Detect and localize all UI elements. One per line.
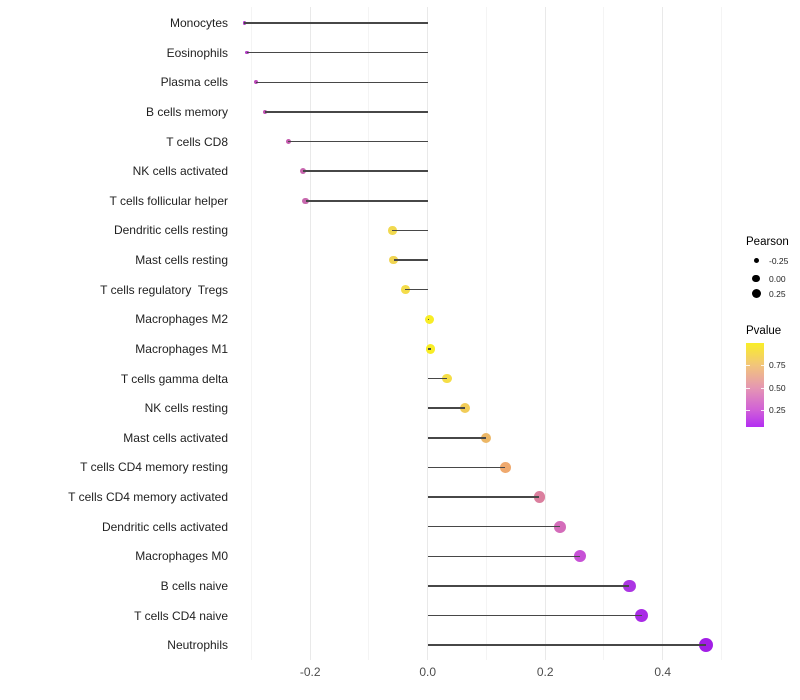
y-axis-label: Monocytes <box>169 16 228 30</box>
lollipop-stem <box>288 140 428 143</box>
colorbar-tick <box>760 409 764 411</box>
lollipop-dot <box>253 80 258 85</box>
lollipop-stem <box>427 377 448 380</box>
lollipop-stem <box>427 585 630 587</box>
lollipop-dot <box>442 373 452 384</box>
y-axis-label: NK cells resting <box>144 401 228 416</box>
lollipop-stem <box>247 51 428 54</box>
minor-gridline <box>485 7 487 660</box>
y-axis-label: Macrophages M2 <box>135 312 228 327</box>
colorbar-tick <box>746 409 750 411</box>
pearson-legend-title: Pearson <box>746 236 789 248</box>
lollipop-stem <box>305 200 428 202</box>
major-gridline <box>427 7 429 660</box>
colorbar-tick <box>760 364 764 366</box>
y-axis-label: Dendritic cells resting <box>113 223 228 238</box>
y-axis-label: T cells CD8 <box>166 134 228 149</box>
lollipop-stem <box>427 466 506 469</box>
y-axis-label: Macrophages M1 <box>135 341 228 356</box>
lollipop-stem <box>392 229 428 232</box>
y-axis-label: T cells CD4 memory resting <box>80 460 228 475</box>
lollipop-dot <box>480 432 492 444</box>
lollipop-stem <box>264 111 428 113</box>
y-axis-label: Mast cells activated <box>123 430 228 445</box>
lollipop-dot <box>425 344 436 354</box>
x-axis-tick-label: 0.2 <box>536 665 554 679</box>
lollipop-dot <box>635 609 649 623</box>
lollipop-dot <box>302 197 309 204</box>
lollipop-dot <box>499 462 511 473</box>
lollipop-stem <box>427 496 540 498</box>
lollipop-stem <box>302 170 428 172</box>
y-axis-label: T cells gamma delta <box>120 371 228 386</box>
lollipop-stem <box>427 407 465 409</box>
lollipop-stem <box>427 437 486 439</box>
y-axis-label: B cells memory <box>145 104 228 119</box>
lollipop-stem <box>427 348 431 350</box>
y-axis-label: T cells CD4 memory activated <box>68 490 228 505</box>
pvalue-tick-label: 0.75 <box>769 360 786 371</box>
lollipop-dot <box>299 168 306 175</box>
lollipop-stem <box>427 555 581 558</box>
x-axis-tick-label: 0.0 <box>419 665 437 679</box>
pearson-size-dot <box>752 275 760 283</box>
lollipop-stem <box>244 22 428 24</box>
y-axis-label: Eosinophils <box>166 45 228 60</box>
y-axis-label: T cells CD4 naive <box>134 608 228 623</box>
colorbar-tick <box>760 387 764 389</box>
lollipop-dot <box>533 491 546 503</box>
minor-gridline <box>720 7 722 660</box>
lollipop-stem <box>255 81 428 83</box>
x-axis-tick-label: -0.2 <box>299 665 321 679</box>
minor-gridline <box>250 7 252 660</box>
y-axis-label: Dendritic cells activated <box>101 519 228 534</box>
y-axis-label: T cells regulatory Tregs <box>100 282 228 297</box>
pearson-size-dot <box>753 258 759 264</box>
pearson-size-label: -0.25 <box>769 255 789 266</box>
pearson-size-label: 0.00 <box>769 273 786 284</box>
y-axis-label: T cells follicular helper <box>109 193 229 208</box>
y-axis-label: Neutrophils <box>167 638 228 653</box>
lollipop-dot <box>389 255 398 265</box>
pvalue-tick-label: 0.25 <box>769 405 786 416</box>
pearson-size-label: 0.25 <box>769 288 786 299</box>
colorbar-tick <box>746 364 750 366</box>
minor-gridline <box>603 7 605 660</box>
lollipop-dot <box>699 638 714 653</box>
x-axis-tick-label: 0.4 <box>654 665 672 679</box>
y-axis-label: Plasma cells <box>160 75 228 90</box>
pvalue-tick-label: 0.50 <box>769 383 786 394</box>
lollipop-stem <box>427 318 430 321</box>
y-axis-label: B cells naive <box>160 578 228 593</box>
major-gridline <box>544 7 546 660</box>
major-gridline <box>309 7 311 660</box>
lollipop-stem <box>427 644 707 646</box>
lollipop-dot <box>622 579 636 593</box>
y-axis-label: Mast cells resting <box>135 253 228 268</box>
pearson-size-dot <box>751 289 761 298</box>
pvalue-legend-title: Pvalue <box>746 325 782 337</box>
major-gridline <box>662 7 664 660</box>
lollipop-stem <box>405 288 428 291</box>
colorbar-tick <box>746 387 750 389</box>
minor-gridline <box>368 7 370 660</box>
lollipop-stem <box>427 614 642 617</box>
lollipop-stem <box>393 259 428 261</box>
y-axis-label: NK cells activated <box>132 164 228 179</box>
lollipop-dot <box>424 314 435 324</box>
lollipop-stem <box>427 525 560 528</box>
lollipop-dot <box>459 403 470 414</box>
y-axis-label: Macrophages M0 <box>135 549 228 564</box>
pvalue-colorbar <box>746 343 764 427</box>
lollipop-dot <box>401 285 410 295</box>
